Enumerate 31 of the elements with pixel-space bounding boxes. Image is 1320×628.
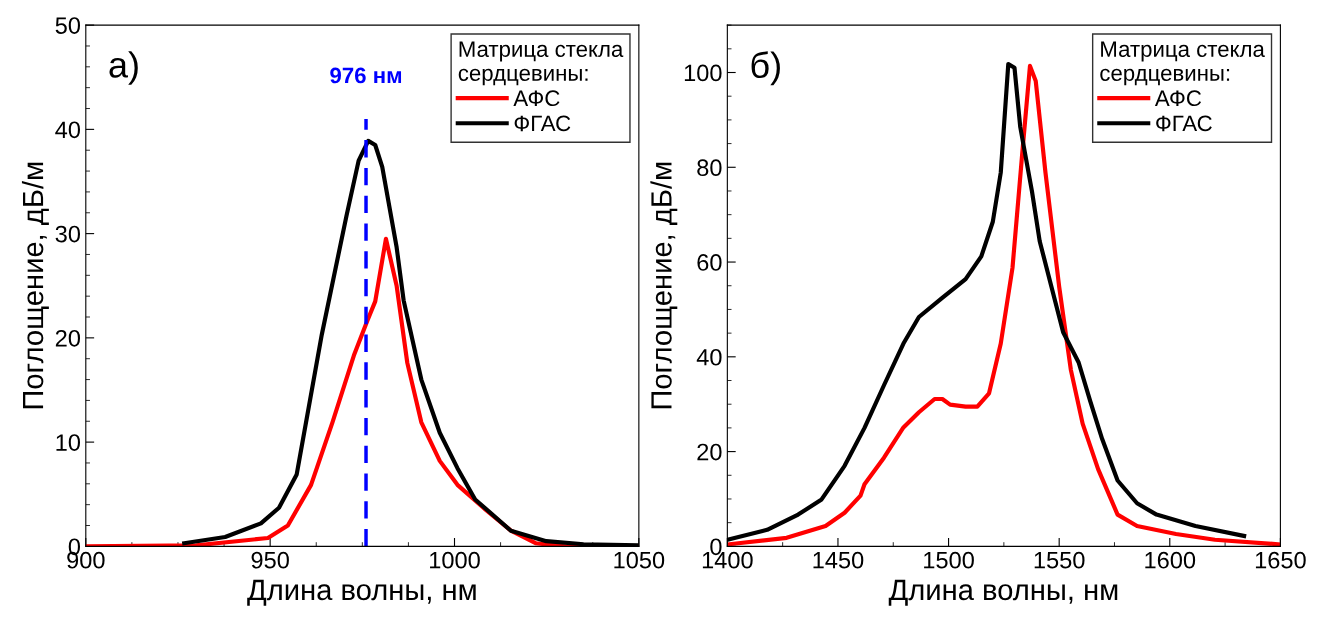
- x-tick-label: 1550: [1034, 551, 1085, 569]
- legend-label: АФС: [513, 90, 560, 107]
- x-tick-label: 1650: [1255, 551, 1306, 569]
- legend-label: ФГАС: [1156, 115, 1212, 132]
- x-axis-title: Длина волны, нм: [888, 579, 1118, 606]
- x-tick-label: 1050: [614, 551, 665, 569]
- x-axis-title: Длина волны, нм: [247, 579, 476, 606]
- x-tick-label: 1600: [1145, 551, 1196, 569]
- y-tick-label: 40: [55, 121, 81, 139]
- y-axis-title: Поглощение, дБ/м: [650, 162, 678, 409]
- annotation: а): [109, 51, 138, 85]
- y-tick-label: 80: [697, 159, 722, 177]
- legend-label: ФГАС: [514, 115, 571, 132]
- x-tick-label: 1000: [430, 551, 480, 569]
- y-tick-label: 100: [684, 64, 722, 82]
- y-tick-label: 50: [55, 17, 81, 34]
- y-axis-title: Поглощение, дБ/м: [21, 162, 49, 409]
- y-tick-label: 20: [697, 443, 722, 461]
- legend-title: Матрица стекла сердцевины:: [1100, 41, 1265, 86]
- y-tick-label: 10: [56, 434, 81, 451]
- y-tick-label: 30: [55, 225, 81, 243]
- y-tick-label: 40: [696, 348, 722, 366]
- legend-title: Матрица стекла сердцевины:: [458, 41, 624, 86]
- ref-line-label: 976 нм: [330, 67, 402, 84]
- legend-label: АФС: [1154, 90, 1202, 107]
- annotation: б): [751, 51, 780, 86]
- y-tick-label: 20: [55, 329, 81, 347]
- x-tick-label: 950: [251, 551, 289, 569]
- y-tick-label: 60: [697, 254, 722, 271]
- x-tick-label: 1500: [924, 551, 974, 569]
- x-tick-label: 1450: [813, 551, 864, 569]
